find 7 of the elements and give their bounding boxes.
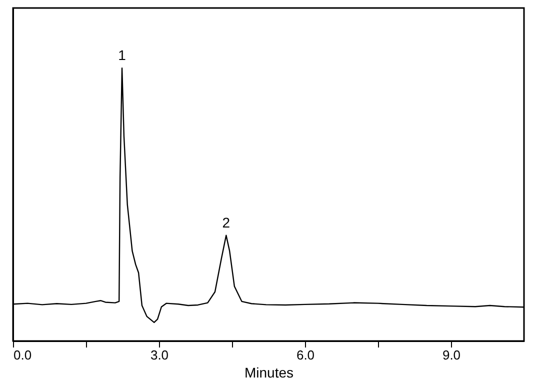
x-tick-label: 6.0 — [296, 348, 315, 362]
x-tick-label: 3.0 — [150, 348, 169, 362]
annotation: 1 — [118, 47, 126, 64]
annotation: 2 — [222, 214, 230, 230]
x-axis-title: Minutes — [244, 364, 294, 380]
x-tick-label: 9.0 — [442, 348, 461, 362]
x-tick-label: 0.0 — [14, 348, 32, 362]
